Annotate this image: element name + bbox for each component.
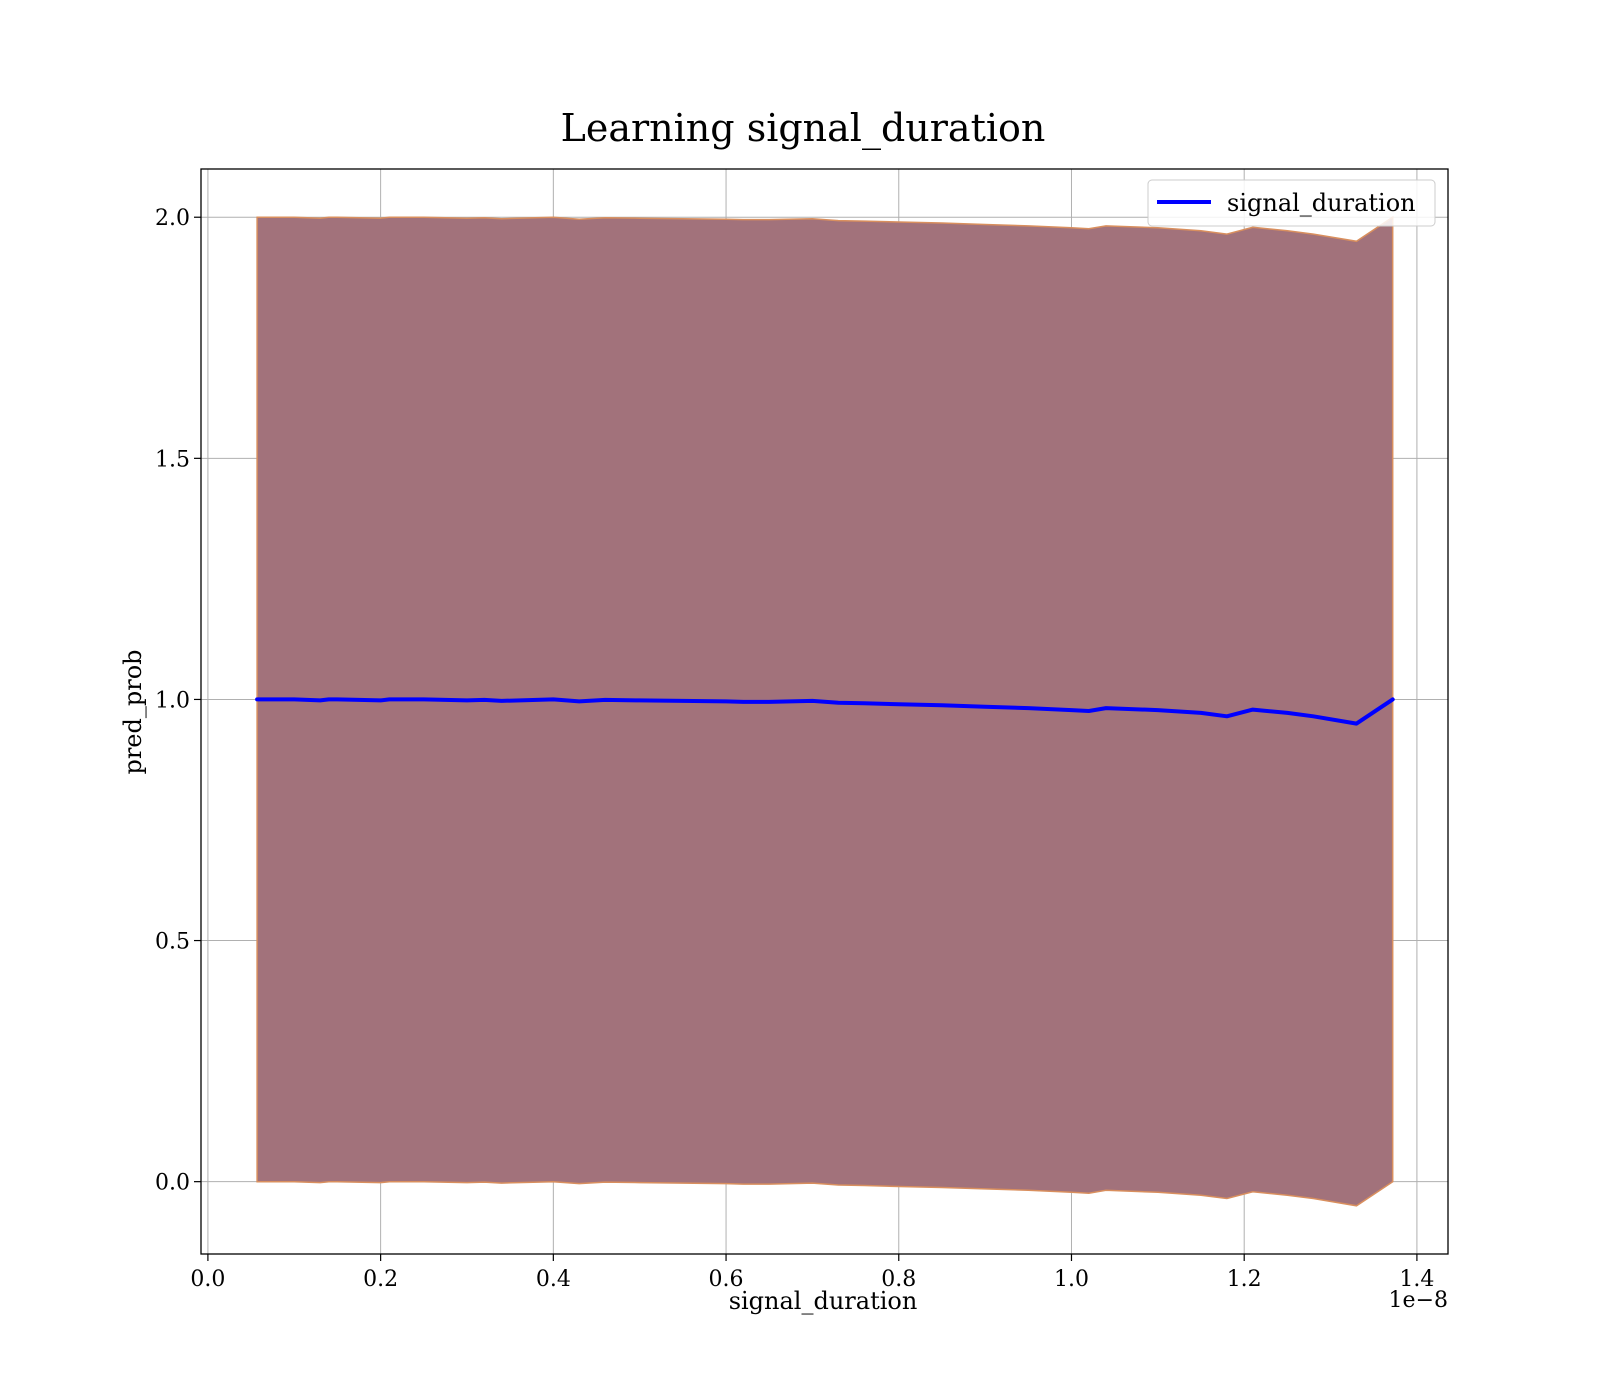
x-tick-label: 0.8 <box>881 1267 916 1292</box>
legend-box <box>1147 179 1436 227</box>
y-axis-ticks: 0.0 0.5 1.0 1.5 2.0 <box>155 206 201 1196</box>
y-tick-label: 1.0 <box>155 688 190 713</box>
x-tick-label: 1.0 <box>1054 1267 1089 1292</box>
x-axis-label: signal_duration <box>729 1287 918 1315</box>
x-tick-label: 0.0 <box>190 1267 225 1292</box>
y-tick-label: 0.5 <box>155 930 190 955</box>
chart-title: Learning signal_duration <box>561 106 1046 151</box>
y-axis-label: pred_prob <box>119 649 147 774</box>
x-tick-label: 0.4 <box>536 1267 571 1292</box>
x-axis-ticks: 0.0 0.2 0.4 0.6 0.8 1.0 1.2 1.4 <box>190 1254 1434 1292</box>
confidence-band <box>256 215 1394 1207</box>
plot-frame <box>200 168 1449 1255</box>
x-tick-label: 0.6 <box>709 1267 744 1292</box>
series-line-group <box>255 697 1395 726</box>
x-tick-label: 1.2 <box>1227 1267 1262 1292</box>
series-line-signal-duration <box>255 697 1395 726</box>
legend-label: signal_duration <box>1227 189 1416 217</box>
legend: signal_duration <box>1147 179 1436 227</box>
y-tick-label: 2.0 <box>155 206 190 231</box>
x-tick-label: 1.4 <box>1399 1267 1434 1292</box>
y-tick-label: 0.0 <box>155 1171 190 1196</box>
x-axis-offset-label: 1e−8 <box>1389 1288 1448 1313</box>
y-tick-label: 1.5 <box>155 447 190 472</box>
confidence-band-area <box>256 215 1394 1207</box>
x-tick-label: 0.2 <box>363 1267 398 1292</box>
